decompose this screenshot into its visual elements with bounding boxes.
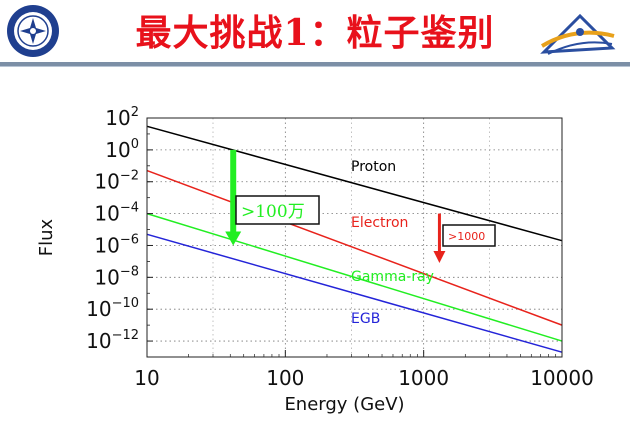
x-axis-label: Energy (GeV) <box>284 394 404 415</box>
series-line-proton <box>146 125 563 242</box>
series-label-proton: Proton <box>351 159 396 175</box>
plot-frame <box>146 117 563 358</box>
series-line-egb <box>146 233 563 353</box>
annotation-box <box>442 224 496 247</box>
series-label-gamma-ray: Gamma-ray <box>351 269 434 285</box>
x-tick-label: 10 <box>134 366 159 390</box>
university-seal-icon <box>7 5 59 57</box>
y-tick-label: 10−2 <box>94 169 139 194</box>
header-divider <box>0 62 630 66</box>
y-tick-label: 10−4 <box>94 201 139 226</box>
y-tick-label: 10−6 <box>94 232 139 257</box>
institute-logo-icon <box>540 13 616 55</box>
x-tick-label: 100 <box>266 366 304 390</box>
y-tick-label: 10−10 <box>86 296 139 321</box>
y-tick-label: 102 <box>105 105 139 130</box>
page-title: 最大挑战1：粒子鉴别 <box>135 12 495 54</box>
series-line-electron <box>146 169 563 326</box>
series-label-electron: Electron <box>351 215 408 231</box>
series-label-egb: EGB <box>351 311 380 327</box>
annotation-box <box>235 195 320 225</box>
y-tick-label: 10−8 <box>94 264 139 289</box>
header-divider-light <box>0 66 630 67</box>
annotation-arrow-head <box>433 250 446 263</box>
y-tick-label: 100 <box>105 137 139 162</box>
slide-header: 最大挑战1：粒子鉴别 <box>0 0 630 62</box>
x-tick-label: 10000 <box>530 366 594 390</box>
x-tick-label: 1000 <box>398 366 449 390</box>
annotation-label: >100万 <box>241 202 305 222</box>
annotation-arrow-head <box>225 231 242 246</box>
y-axis-label: Flux <box>36 218 57 256</box>
y-tick-label: 10−12 <box>86 328 139 353</box>
annotation-label: >1000 <box>448 230 485 243</box>
series-line-gamma-ray <box>146 212 563 342</box>
